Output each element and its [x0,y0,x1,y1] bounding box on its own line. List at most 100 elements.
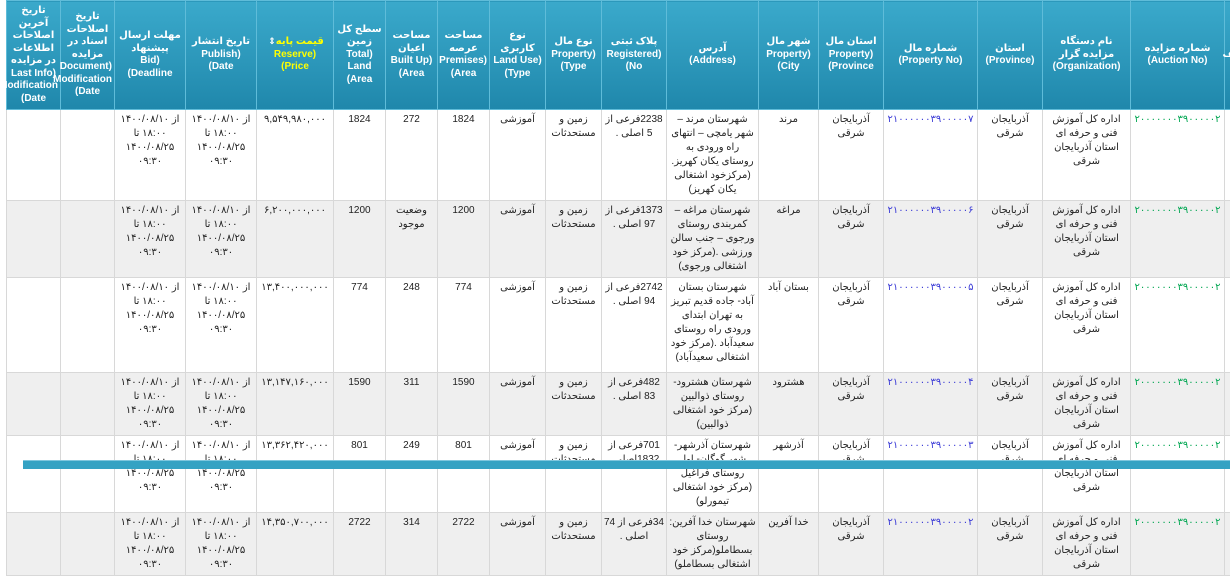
table-header-row: ردیف شماره مزایده (Auction No) نام دستگاه م… [0,1,1229,110]
cell-land_use: آموزشی [467,278,523,373]
cell-doc_modification [38,513,92,576]
cell-organization: اداره کل آموزش فنی و حرفه ای استان آذربا… [1020,201,1108,278]
cell-publish_date: از ۱۴۰۰/۰۸/۱۰ ۱۸:۰۰ تا ۱۴۰۰/۰۸/۲۵ ۰۹:۳۰ [163,278,234,373]
cell-property_city: هشترود [736,373,796,436]
property-number-link[interactable]: ۲۱۰۰۰۰۰۰۳۹۰۰۰۰۰۴ [865,377,951,388]
cell-total_land: 1590 [311,373,363,436]
cell-publish_date: از ۱۴۰۰/۰۸/۱۰ ۱۸:۰۰ تا ۱۴۰۰/۰۸/۲۵ ۰۹:۳۰ [163,513,234,576]
auction-results-table: ردیف شماره مزایده (Auction No) نام دستگاه م… [0,0,1229,576]
cell-address: شهرستان مراغه – کمربندی روستای ورجوی – ج… [644,201,736,278]
cell-info_modification [0,513,38,576]
col-header-organization: نام دستگاه مزایده گزار (Organization) [1020,1,1108,110]
cell-info_modification [0,110,38,201]
cell-bid_deadline: از ۱۴۰۰/۰۸/۱۰ ۱۸:۰۰ تا ۱۴۰۰/۰۸/۲۵ ۰۹:۳۰ [92,513,163,576]
auction-number-link[interactable]: ۲۰۰۰۰۰۰۰۳۹۰۰۰۰۰۲ [1112,282,1198,293]
col-header-label-fa: شماره مال [881,43,934,54]
cell-row_no: ۲۲۳ [1202,110,1229,201]
cell-row_no: ۲۲۴ [1202,201,1229,278]
cell-property_no: ۲۱۰۰۰۰۰۰۳۹۰۰۰۰۰۷ [861,110,955,201]
cell-property_province: آذربایجان شرقی [796,110,861,201]
col-header-label-fa: مساحت اعیان [370,30,408,54]
cell-doc_modification [38,373,92,436]
col-header-label-en: (Property No) [863,55,952,68]
cell-bid_deadline: از ۱۴۰۰/۰۸/۱۰ ۱۸:۰۰ تا ۱۴۰۰/۰۸/۲۵ ۰۹:۳۰ [92,110,163,201]
cell-bid_deadline: از ۱۴۰۰/۰۸/۱۰ ۱۸:۰۰ تا ۱۴۰۰/۰۸/۲۵ ۰۹:۳۰ [92,201,163,278]
cell-built_area: 311 [363,373,415,436]
cell-built_area: 248 [363,278,415,373]
cell-province: آذربایجان شرقی [955,201,1020,278]
property-number-link[interactable]: ۲۱۰۰۰۰۰۰۳۹۰۰۰۰۰۶ [865,205,951,216]
cell-province: آذربایجان شرقی [955,436,1020,513]
cell-land_use: آموزشی [467,513,523,576]
col-header-premises_area: مساحت عرصه (Premises Area) [415,1,467,110]
col-header-registered_no: پلاک ثبتی (Registered No) [579,1,644,110]
cell-registered_no: 1373فرعی از 97 اصلی . [579,201,644,278]
auction-number-link[interactable]: ۲۰۰۰۰۰۰۰۳۹۰۰۰۰۰۲ [1112,377,1198,388]
col-header-label-fa: سطح کل زمین [314,24,358,48]
cell-total_land: 1824 [311,110,363,201]
table-row: ۲۲۳ ۲۰۰۰۰۰۰۰۳۹۰۰۰۰۰۲ اداره کل آموزش فنی و … [0,110,1229,201]
cell-address: شهرستان مرند – شهر یامچی – انتهای راه ور… [644,110,736,201]
cell-address: شهرستان خدا آفرین: روستای بسطاملو(مرکز خ… [644,513,736,576]
cell-bid_deadline: از ۱۴۰۰/۰۸/۱۰ ۱۸:۰۰ تا ۱۴۰۰/۰۸/۲۵ ۰۹:۳۰ [92,436,163,513]
cell-reserve_price: ۱۴,۳۵۰,۷۰۰,۰۰۰ [234,513,311,576]
col-header-label-fa: استان [972,43,1002,54]
cell-address: شهرستان هشترود- روستای ذوالبین (مرکز خود… [644,373,736,436]
auction-number-link[interactable]: ۲۰۰۰۰۰۰۰۳۹۰۰۰۰۰۲ [1112,517,1198,528]
cell-land_use: آموزشی [467,436,523,513]
cell-property_type: زمین و مستحدثات [523,110,579,201]
cell-total_land: 801 [311,436,363,513]
cell-built_area: وضعیت موجود [363,201,415,278]
cell-registered_no: 482فرعی از 83 اصلی . [579,373,644,436]
auction-number-link[interactable]: ۲۰۰۰۰۰۰۰۳۹۰۰۰۰۰۲ [1112,440,1198,451]
auction-number-link[interactable]: ۲۰۰۰۰۰۰۰۳۹۰۰۰۰۰۲ [1112,205,1198,216]
cell-auction_no: ۲۰۰۰۰۰۰۰۳۹۰۰۰۰۰۲ [1108,373,1202,436]
cell-premises_area: 1824 [415,110,467,201]
table-row: ۲۲۸ ۲۰۰۰۰۰۰۰۳۹۰۰۰۰۰۲ اداره کل آموزش فنی و … [0,513,1229,576]
property-number-link[interactable]: ۲۱۰۰۰۰۰۰۳۹۰۰۰۰۰۳ [865,440,951,451]
cell-publish_date: از ۱۴۰۰/۰۸/۱۰ ۱۸:۰۰ تا ۱۴۰۰/۰۸/۲۵ ۰۹:۳۰ [163,201,234,278]
col-header-label-en: (Land Use Type) [469,55,520,80]
cell-premises_area: 1590 [415,373,467,436]
sort-icon[interactable]: ⇕ [245,36,253,47]
cell-doc_modification [38,436,92,513]
cell-premises_area: 2722 [415,513,467,576]
col-header-label-fa: تاریخ آخرین اصلاحات اطلاعات در مزایده [0,5,33,66]
col-header-publish_date: تاریخ انتشار (Publish Date) [163,1,234,110]
cell-bid_deadline: از ۱۴۰۰/۰۸/۱۰ ۱۸:۰۰ تا ۱۴۰۰/۰۸/۲۵ ۰۹:۳۰ [92,278,163,373]
cell-organization: اداره کل آموزش فنی و حرفه ای استان آذربا… [1020,110,1108,201]
cell-province: آذربایجان شرقی [955,278,1020,373]
cell-built_area: 314 [363,513,415,576]
cell-premises_area: 1200 [415,201,467,278]
col-header-built_area: مساحت اعیان (Built Up Area) [363,1,415,110]
cell-property_city: خدا آفرین [736,513,796,576]
col-header-province: استان (Province) [955,1,1020,110]
property-number-link[interactable]: ۲۱۰۰۰۰۰۰۳۹۰۰۰۰۰۲ [865,517,951,528]
cell-reserve_price: ۱۳,۳۶۲,۴۲۰,۰۰۰ [234,436,311,513]
cell-auction_no: ۲۰۰۰۰۰۰۰۳۹۰۰۰۰۰۲ [1108,436,1202,513]
cell-property_type: زمین و مستحدثات [523,201,579,278]
col-header-label-fa: نام دستگاه مزایده گزار [1036,36,1091,60]
cell-address: شهرستان آذرشهر- شهر گوگان- اول روستای فر… [644,436,736,513]
cell-auction_no: ۲۰۰۰۰۰۰۰۳۹۰۰۰۰۰۲ [1108,201,1202,278]
cell-land_use: آموزشی [467,110,523,201]
cell-property_no: ۲۱۰۰۰۰۰۰۳۹۰۰۰۰۰۳ [861,436,955,513]
col-header-label-fa: آدرس [675,43,703,54]
cell-bid_deadline: از ۱۴۰۰/۰۸/۱۰ ۱۸:۰۰ تا ۱۴۰۰/۰۸/۲۵ ۰۹:۳۰ [92,373,163,436]
cell-property_province: آذربایجان شرقی [796,373,861,436]
cell-reserve_price: ۶,۲۰۰,۰۰۰,۰۰۰ [234,201,311,278]
property-number-link[interactable]: ۲۱۰۰۰۰۰۰۳۹۰۰۰۰۰۵ [865,282,951,293]
auction-number-link[interactable]: ۲۰۰۰۰۰۰۰۳۹۰۰۰۰۰۲ [1112,114,1198,125]
col-header-label-en: (Total Land Area) [313,49,360,87]
col-header-label-en: (Built Up Area) [365,55,412,80]
col-header-property_type: نوع مال (Property Type) [523,1,579,110]
property-number-link[interactable]: ۲۱۰۰۰۰۰۰۳۹۰۰۰۰۰۷ [865,114,951,125]
col-header-reserve_price[interactable]: قیمت پایه⇕ (Reserve Price) [234,1,311,110]
col-header-row_no: ردیف [1202,1,1229,110]
col-header-label-en: (Document Modification Date) [40,61,89,99]
col-header-total_land: سطح کل زمین (Total Land Area) [311,1,363,110]
table-row: ۲۲۵ ۲۰۰۰۰۰۰۰۳۹۰۰۰۰۰۲ اداره کل آموزش فنی و … [0,278,1229,373]
pagination-bar[interactable] [0,460,1230,469]
table-header: ردیف شماره مزایده (Auction No) نام دستگاه م… [0,1,1229,110]
col-header-label-en: (Property Province) [798,49,858,74]
